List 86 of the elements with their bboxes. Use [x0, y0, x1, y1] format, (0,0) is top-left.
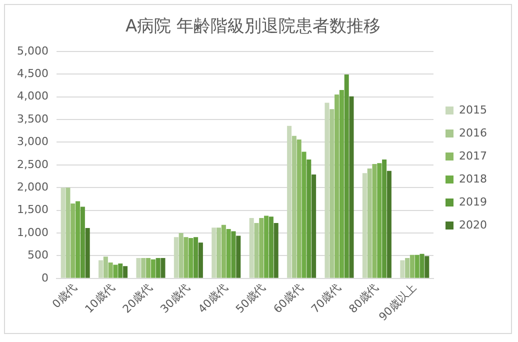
y-tick-label: 0: [41, 271, 48, 284]
bar: [98, 260, 104, 278]
legend-label: 2018: [459, 172, 488, 186]
y-tick-label: 4,500: [16, 66, 48, 80]
bar: [198, 242, 203, 278]
bar: [367, 168, 372, 278]
bar: [268, 216, 274, 278]
bar: [344, 74, 349, 278]
bar: [372, 164, 377, 278]
bar: [178, 233, 184, 278]
bar: [405, 258, 410, 278]
x-tick-label: 50歳代: [233, 281, 268, 316]
bar: [216, 228, 222, 278]
legend-label: 2017: [459, 149, 488, 162]
y-tick-label: 1,500: [16, 203, 48, 216]
y-tick-label: 2,500: [16, 158, 48, 171]
bar: [414, 254, 420, 278]
bar: [362, 173, 367, 278]
bar: [221, 224, 226, 278]
bar: [188, 238, 194, 278]
bar: [118, 263, 123, 278]
legend-label: 2020: [459, 218, 488, 232]
bar: [377, 163, 382, 278]
bar: [146, 258, 151, 278]
bar: [292, 136, 296, 278]
bar: [231, 231, 236, 278]
bar: [306, 159, 312, 278]
y-tick-label: 5,000: [16, 44, 48, 58]
bar: [212, 228, 216, 278]
bar: [141, 258, 146, 278]
x-tick-label: 70歳代: [308, 281, 344, 316]
bar: [184, 237, 188, 278]
bar: [70, 204, 76, 278]
x-tick-label: 20歳代: [120, 281, 155, 316]
bar: [382, 159, 387, 278]
bar: [349, 96, 354, 278]
bar: [136, 258, 141, 278]
legend-label: 2016: [459, 126, 488, 140]
bar: [296, 139, 302, 278]
bar: [249, 218, 254, 278]
bar: [194, 237, 198, 278]
bar: [424, 256, 430, 278]
y-tick-label: 3,500: [16, 112, 48, 126]
bar: [66, 188, 70, 278]
bar: [156, 258, 160, 278]
x-tick-label: 30歳代: [158, 281, 193, 316]
x-tick-label: 60歳代: [271, 281, 306, 316]
bar: [420, 254, 424, 278]
bar: [400, 260, 405, 278]
bar: [287, 126, 292, 278]
y-tick-label: 3,000: [16, 135, 48, 148]
bar: [160, 258, 166, 278]
bar: [60, 188, 66, 278]
bar: [108, 262, 113, 278]
bar: [226, 228, 231, 278]
bar: [330, 109, 334, 278]
bar: [410, 254, 414, 278]
bar: [80, 206, 85, 278]
bar: [302, 152, 306, 278]
bar: [334, 94, 340, 278]
bar: [264, 216, 269, 278]
x-tick-label: 0歳代: [50, 281, 80, 311]
y-tick-label: 4,000: [16, 90, 48, 103]
bar: [123, 266, 128, 278]
y-tick-label: 1,000: [16, 226, 48, 239]
bar: [254, 223, 259, 278]
legend-label: 2015: [459, 103, 488, 116]
bar: [76, 201, 80, 278]
bar: [150, 259, 156, 278]
chart-title: A病院 年齢階級別退院患者数推移: [125, 16, 381, 37]
bar: [259, 218, 264, 278]
x-tick-label: 10歳代: [82, 281, 118, 316]
y-tick-label: 500: [27, 248, 48, 262]
bar: [85, 228, 90, 278]
x-tick-label: 40歳代: [196, 281, 230, 316]
bar: [312, 174, 316, 278]
bar: [113, 264, 118, 278]
bar: [274, 223, 278, 278]
bar: [339, 90, 344, 278]
legend-label: 2019: [459, 195, 488, 208]
y-tick-label: 2,000: [16, 180, 48, 194]
bar: [386, 170, 392, 278]
bar: [174, 237, 178, 278]
bar: [236, 236, 241, 278]
bar: [324, 102, 330, 278]
bar: [103, 256, 108, 278]
